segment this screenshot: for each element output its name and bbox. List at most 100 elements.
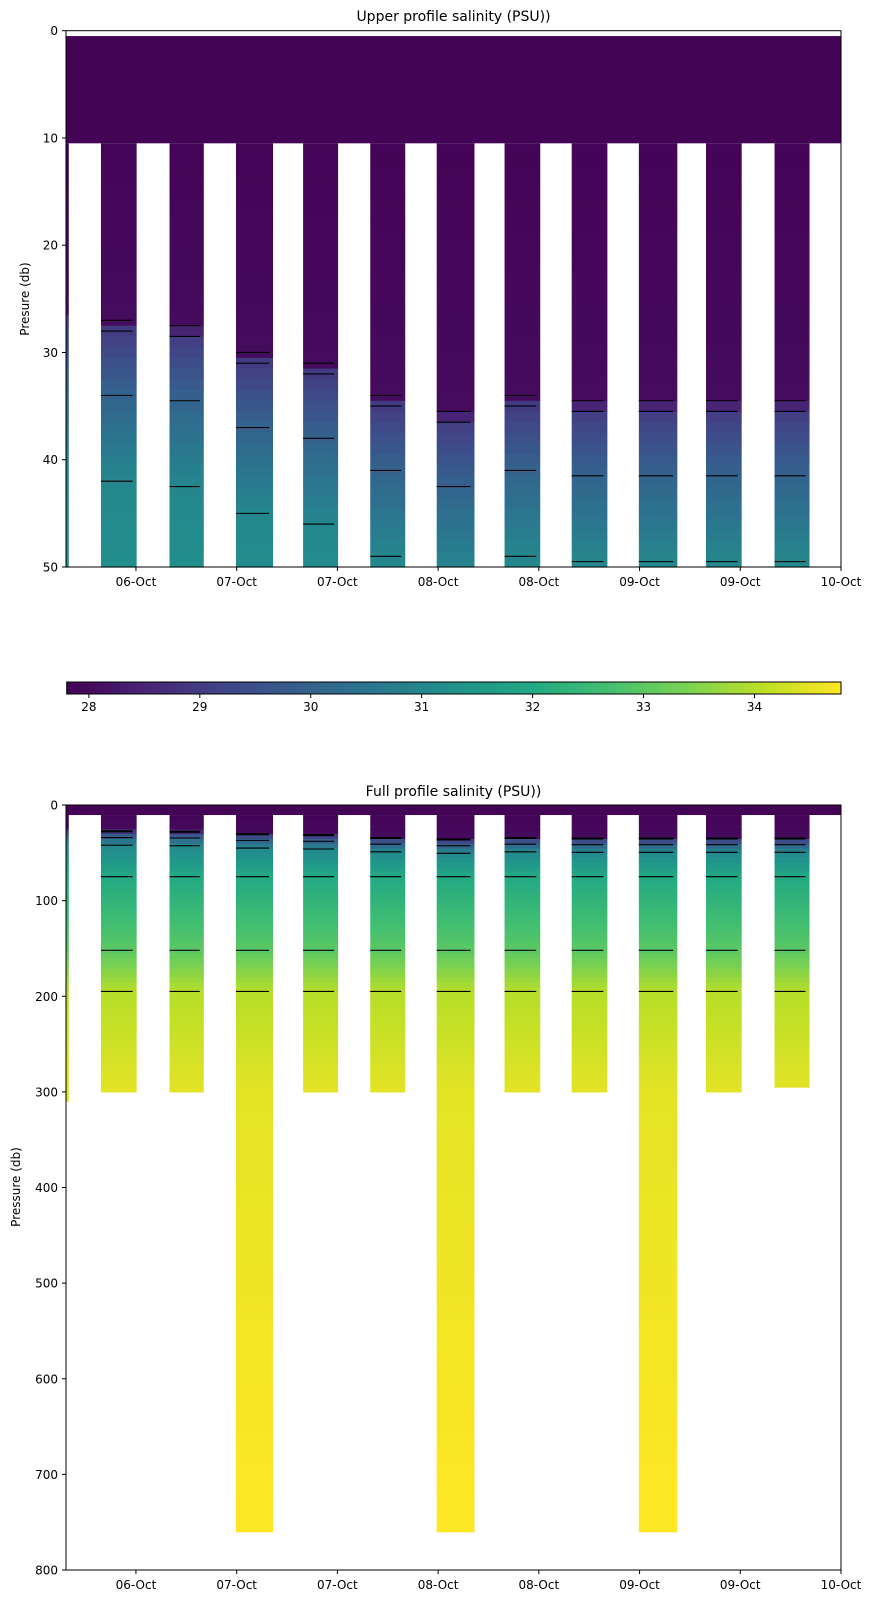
salinity-cell [436, 1431, 475, 1438]
salinity-cell [235, 867, 274, 874]
salinity-cell [370, 824, 406, 830]
salinity-cell [169, 996, 204, 1003]
x-tick-label: 09-Oct [619, 1578, 660, 1592]
salinity-cell [303, 872, 339, 878]
salinity-cell [370, 1006, 406, 1012]
salinity-cell [235, 186, 274, 198]
salinity-cell [235, 218, 274, 230]
salinity-cell [436, 1044, 475, 1050]
salinity-cell [235, 261, 274, 273]
salinity-cell [169, 465, 204, 477]
salinity-cell [370, 1068, 406, 1074]
salinity-cell [774, 920, 810, 926]
salinity-cell [638, 325, 678, 337]
salinity-cell [774, 229, 810, 241]
salinity-cell [169, 293, 204, 305]
salinity-cell [66, 915, 69, 921]
salinity-cell [706, 829, 742, 835]
salinity-cell [100, 939, 137, 945]
salinity-cell [235, 164, 274, 177]
salinity-cell [235, 1183, 274, 1189]
salinity-cell [504, 314, 541, 327]
salinity-cell [436, 953, 475, 960]
salinity-cell [235, 207, 274, 220]
salinity-cell [235, 1508, 274, 1514]
salinity-cell [100, 550, 137, 563]
salinity-cell [638, 1364, 678, 1371]
salinity-cell [774, 357, 810, 370]
salinity-cell [235, 1121, 274, 1127]
salinity-cell [638, 982, 678, 988]
salinity-cell [66, 881, 69, 888]
salinity-cell [66, 862, 69, 869]
salinity-cell [638, 862, 678, 869]
salinity-cell [638, 1178, 678, 1184]
salinity-cell [66, 1020, 69, 1027]
salinity-cell [571, 229, 608, 241]
x-tick-label: 06-Oct [116, 575, 157, 589]
salinity-cell [303, 819, 339, 826]
salinity-cell [638, 1106, 678, 1113]
salinity-cell [504, 1006, 541, 1012]
salinity-cell [638, 1522, 678, 1529]
salinity-cell [370, 862, 406, 869]
salinity-cell [504, 1039, 541, 1046]
salinity-cell [303, 250, 339, 262]
salinity-cell [774, 154, 810, 166]
salinity-cell [774, 843, 810, 850]
salinity-cell [100, 915, 137, 921]
salinity-cell [504, 834, 541, 840]
salinity-cell [370, 261, 406, 273]
salinity-cell [571, 886, 608, 893]
x-tick-label: 08-Oct [518, 1578, 559, 1592]
salinity-cell [638, 432, 678, 445]
salinity-cell [638, 1312, 678, 1318]
salinity-cell [436, 838, 475, 845]
salinity-cell [571, 443, 608, 455]
salinity-cell [638, 1398, 678, 1404]
salinity-cell [436, 1197, 475, 1203]
salinity-cell [235, 1178, 274, 1184]
salinity-cell [638, 218, 678, 230]
salinity-cell [436, 1187, 475, 1194]
salinity-cell [370, 239, 406, 252]
salinity-cell [706, 939, 742, 945]
salinity-cell [774, 368, 810, 380]
salinity-cell [436, 508, 475, 520]
salinity-cell [436, 1245, 475, 1251]
salinity-cell [706, 1068, 742, 1074]
salinity-cell [436, 1240, 475, 1246]
salinity-cell [436, 475, 475, 488]
salinity-cell [235, 518, 274, 531]
salinity-cell [235, 550, 274, 563]
salinity-cell [436, 1231, 475, 1237]
salinity-cell [774, 1025, 810, 1031]
salinity-cell [303, 958, 339, 964]
salinity-cell [638, 1388, 678, 1395]
salinity-cell [774, 948, 810, 955]
salinity-cell [638, 1393, 678, 1399]
salinity-cell [638, 164, 678, 177]
salinity-cell [571, 154, 608, 166]
salinity-cell [774, 282, 810, 295]
salinity-cell [638, 1097, 678, 1103]
salinity-cell [436, 1264, 475, 1270]
salinity-cell [638, 1340, 678, 1347]
salinity-cell [66, 1087, 69, 1093]
salinity-cell [638, 1111, 678, 1117]
salinity-cell [504, 229, 541, 241]
salinity-cell [571, 347, 608, 359]
salinity-cell [571, 901, 608, 907]
salinity-cell [638, 1130, 678, 1136]
salinity-cell [100, 175, 137, 187]
salinity-cell [774, 901, 810, 907]
salinity-cell [100, 886, 137, 893]
salinity-cell [638, 958, 678, 964]
salinity-cell [436, 963, 475, 969]
salinity-cell [706, 881, 742, 888]
salinity-cell [66, 497, 69, 509]
salinity-cell [774, 1011, 810, 1017]
salinity-cell [235, 901, 274, 907]
salinity-cell [100, 336, 137, 348]
salinity-cell [303, 1030, 339, 1036]
